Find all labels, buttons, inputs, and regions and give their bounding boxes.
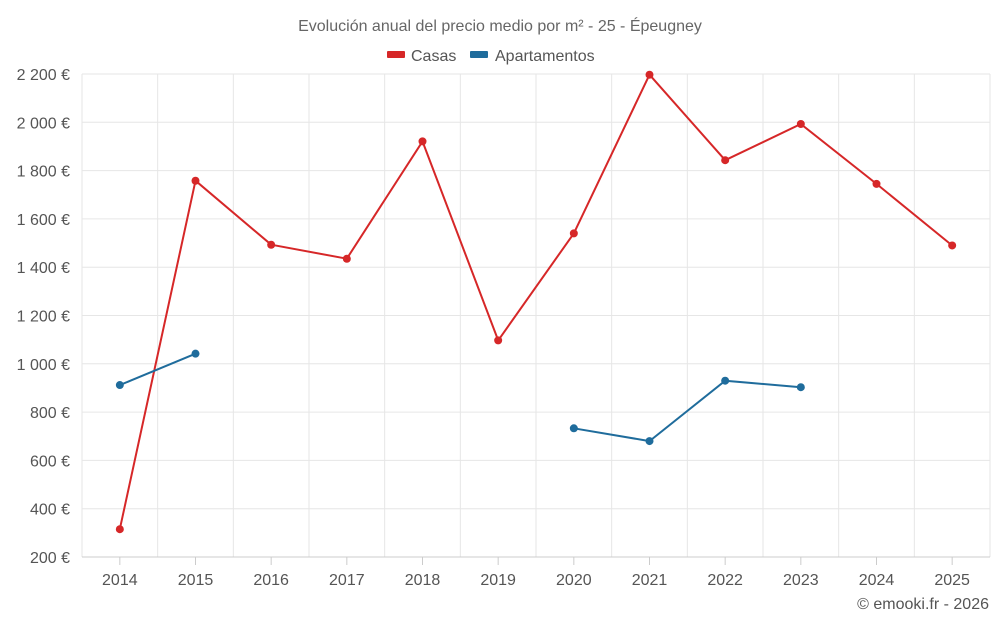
data-point-apartamentos[interactable] xyxy=(191,349,200,358)
series-line-apartamentos xyxy=(573,379,801,443)
y-tick-label: 1 600 € xyxy=(17,212,70,229)
x-tick-label: 2016 xyxy=(253,572,289,589)
x-tick-label: 2023 xyxy=(783,572,819,589)
legend-label-apartamentos[interactable]: Apartamentos xyxy=(495,48,595,65)
data-point-apartamentos[interactable] xyxy=(721,376,730,385)
x-tick-label: 2015 xyxy=(178,572,214,589)
y-tick-label: 400 € xyxy=(30,502,70,519)
legend-label-casas[interactable]: Casas xyxy=(411,48,456,65)
series-line-apartamentos xyxy=(119,352,196,387)
series-line-casas xyxy=(118,73,953,530)
legend-swatch-casas xyxy=(387,51,405,58)
x-tick-label: 2025 xyxy=(934,572,970,589)
series-apartamentos xyxy=(115,349,805,446)
data-point-casas[interactable] xyxy=(115,525,124,534)
data-point-casas[interactable] xyxy=(721,156,730,165)
gridlines xyxy=(81,73,991,557)
data-point-casas[interactable] xyxy=(267,240,276,249)
x-tick-label: 2014 xyxy=(102,572,138,589)
data-point-apartamentos[interactable] xyxy=(115,381,124,390)
x-tick-label: 2017 xyxy=(329,572,365,589)
y-tick-label: 1 000 € xyxy=(17,357,70,374)
data-point-casas[interactable] xyxy=(418,137,427,146)
series xyxy=(115,70,957,534)
data-point-casas[interactable] xyxy=(645,70,654,79)
y-axis: 200 € 400 € 600 € 800 € 1 000 € 1 200 € 1 400 … xyxy=(17,67,70,567)
y-tick-label: 800 € xyxy=(30,405,70,422)
x-tick-label: 2019 xyxy=(480,572,516,589)
series-casas xyxy=(115,70,957,534)
data-point-casas[interactable] xyxy=(569,229,578,238)
y-tick-label: 1 400 € xyxy=(17,260,70,277)
y-tick-label: 2 200 € xyxy=(17,67,70,84)
data-point-casas[interactable] xyxy=(948,241,957,250)
x-axis: 2014 2015 2016 2017 2018 2019 2020 2021 2022 2023… xyxy=(82,556,990,589)
y-tick-label: 2 000 € xyxy=(17,115,70,132)
credit-text: © emooki.fr - 2026 xyxy=(857,596,989,613)
data-point-casas[interactable] xyxy=(191,176,200,185)
data-point-casas[interactable] xyxy=(342,254,351,263)
chart-title: Evolución anual del precio medio por m² … xyxy=(298,16,702,35)
y-tick-label: 1 800 € xyxy=(17,164,70,181)
y-tick-label: 1 200 € xyxy=(17,309,70,326)
y-tick-label: 200 € xyxy=(30,550,70,567)
data-point-casas[interactable] xyxy=(796,119,805,128)
data-point-casas[interactable] xyxy=(872,179,881,188)
data-point-apartamentos[interactable] xyxy=(796,383,805,392)
x-tick-label: 2020 xyxy=(556,572,592,589)
x-tick-label: 2018 xyxy=(405,572,441,589)
x-tick-label: 2021 xyxy=(632,572,668,589)
data-point-apartamentos[interactable] xyxy=(569,424,578,433)
x-tick-label: 2024 xyxy=(859,572,895,589)
data-point-apartamentos[interactable] xyxy=(645,437,654,446)
x-tick-label: 2022 xyxy=(707,572,743,589)
y-tick-label: 600 € xyxy=(30,453,70,470)
data-point-casas[interactable] xyxy=(494,336,503,345)
legend-swatch-apartamentos xyxy=(470,51,488,58)
legend: Casas Apartamentos xyxy=(387,48,595,65)
